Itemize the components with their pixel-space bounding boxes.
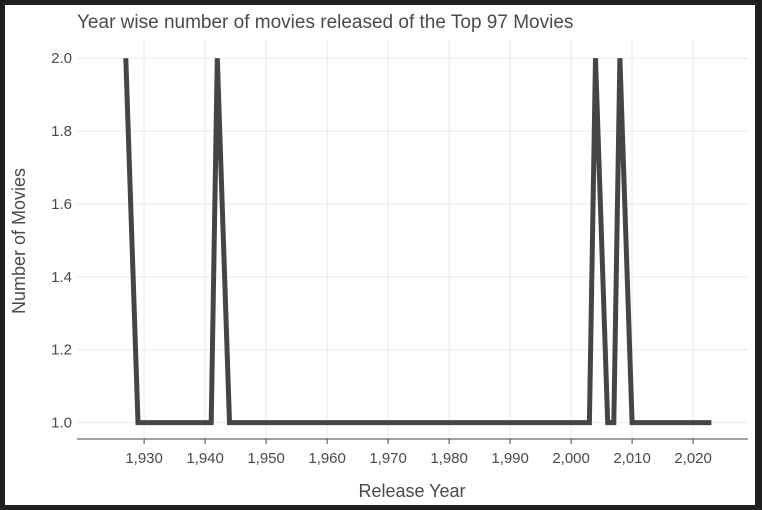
y-tick-label: 1.8: [51, 123, 72, 140]
chart-title: Year wise number of movies released of t…: [77, 12, 573, 33]
x-tick-label: 1,980: [430, 450, 468, 467]
x-tick-label: 2,010: [613, 450, 651, 467]
y-axis-label: Number of Movies: [9, 168, 29, 314]
x-tick-label: 1,930: [125, 450, 163, 467]
line-chart: 1,930 1,940 1,950 1,960 1,970 1,980 1,990 2,000…: [9, 12, 748, 501]
series-line: [123, 58, 712, 426]
x-tick-label: 1,970: [369, 450, 407, 467]
y-tick-label: 2.0: [51, 50, 72, 67]
grid-lines: [77, 40, 748, 439]
y-tick-label: 1.4: [51, 269, 72, 286]
x-tick-label: 1,990: [491, 450, 529, 467]
y-tick-label: 1.0: [51, 415, 72, 432]
y-axis-ticks: 1.0 1.2 1.4 1.6 1.8 2.0: [51, 50, 72, 431]
series-group: [123, 58, 712, 426]
chart-frame: 1,930 1,940 1,950 1,960 1,970 1,980 1,990 2,000…: [5, 5, 755, 505]
x-axis-ticks: 1,930 1,940 1,950 1,960 1,970 1,980 1,990 2,000…: [125, 439, 712, 467]
y-tick-label: 1.2: [51, 342, 72, 359]
x-tick-label: 2,000: [552, 450, 590, 467]
x-axis-label: Release Year: [358, 481, 465, 501]
x-tick-label: 1,950: [247, 450, 285, 467]
x-tick-label: 1,940: [186, 450, 224, 467]
y-tick-label: 1.6: [51, 196, 72, 213]
x-tick-label: 2,020: [674, 450, 712, 467]
x-tick-label: 1,960: [308, 450, 346, 467]
